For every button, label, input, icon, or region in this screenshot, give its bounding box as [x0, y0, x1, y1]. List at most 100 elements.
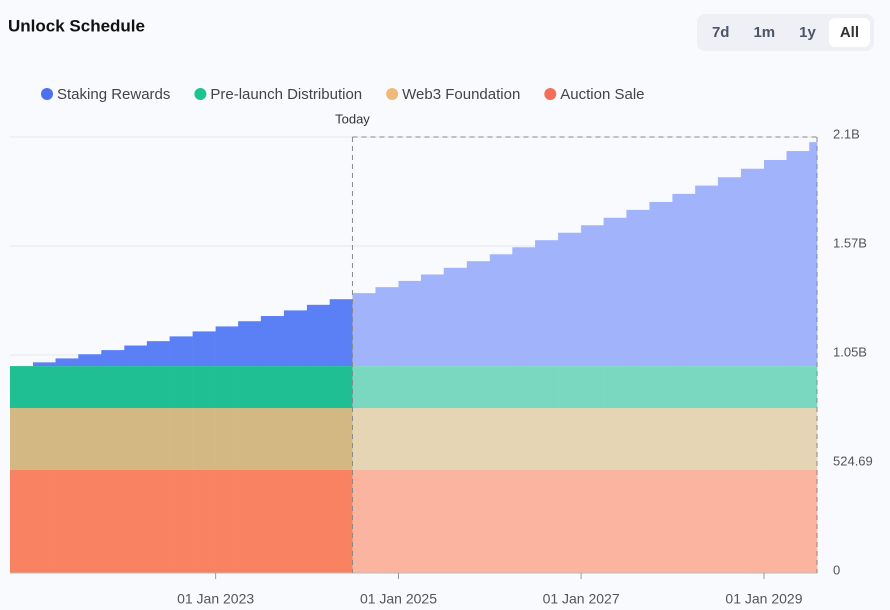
area-step — [10, 469, 34, 573]
area-step — [626, 209, 650, 367]
range-button[interactable]: 1y — [799, 24, 816, 41]
area-step — [786, 408, 810, 470]
area-step — [603, 217, 627, 367]
area-step — [603, 408, 627, 470]
area-step — [78, 366, 102, 409]
chart-title: Unlock Schedule — [8, 16, 145, 35]
x-tick-label: 01 Jan 2025 — [360, 591, 437, 607]
area-step — [398, 280, 422, 367]
area-step — [786, 366, 810, 409]
legend-marker — [386, 88, 399, 100]
area-step — [489, 469, 513, 573]
area-step — [535, 469, 559, 573]
legend-label: Staking Rewards — [57, 86, 170, 103]
area-step — [809, 142, 818, 367]
area-step — [717, 469, 742, 573]
area-step — [626, 366, 650, 409]
legend-label: Web3 Foundation — [402, 86, 520, 103]
area-step — [740, 408, 765, 470]
area-step — [238, 469, 262, 573]
area-step — [124, 366, 148, 409]
area-step — [192, 331, 216, 367]
legend-marker — [194, 88, 207, 100]
area-step — [649, 201, 673, 367]
area-step — [55, 469, 79, 573]
area-step — [329, 366, 353, 409]
area-step — [10, 408, 34, 470]
area-step — [283, 408, 308, 470]
area-step — [558, 469, 582, 573]
area-step — [535, 366, 559, 409]
legend-label: Pre-launch Distribution — [210, 86, 362, 103]
area-step — [649, 408, 673, 470]
area-step — [695, 408, 719, 470]
legend-marker — [41, 88, 53, 100]
range-button[interactable]: All — [828, 18, 870, 47]
area-step — [238, 366, 262, 409]
area-step — [672, 408, 696, 470]
area-step — [740, 168, 765, 367]
area-step — [352, 293, 376, 367]
area-step — [238, 321, 262, 367]
area-step — [535, 408, 559, 470]
y-tick-label: 2.1B — [833, 126, 860, 141]
area-step — [649, 469, 673, 573]
area-step — [33, 362, 56, 367]
area-step — [101, 350, 125, 367]
area-step — [260, 469, 285, 573]
area-step — [558, 408, 582, 470]
area-step — [763, 469, 787, 573]
area-step — [489, 254, 513, 367]
area-step — [215, 366, 239, 409]
y-tick-label: 1.57B — [833, 235, 867, 250]
area-step — [421, 469, 445, 573]
area-step — [192, 469, 216, 573]
area-step — [238, 408, 262, 470]
area-step — [398, 469, 422, 573]
area-step — [146, 341, 170, 367]
area-step — [695, 366, 719, 409]
area-step — [260, 316, 285, 367]
area-step — [146, 408, 170, 470]
area-step — [55, 366, 79, 409]
area-step — [55, 408, 79, 470]
area-step — [763, 366, 787, 409]
legend-marker — [544, 88, 557, 100]
area-step — [169, 336, 193, 367]
area-step — [124, 345, 148, 367]
x-tick-label: 01 Jan 2029 — [725, 591, 802, 607]
area-step — [329, 299, 353, 367]
y-tick-label: 1.05B — [833, 344, 867, 359]
area-step — [763, 160, 787, 367]
area-step — [809, 469, 818, 573]
area-step — [421, 408, 445, 470]
area-step — [581, 366, 604, 409]
area-step — [443, 408, 468, 470]
area-step — [375, 408, 399, 470]
area-step — [306, 469, 330, 573]
area-step — [466, 366, 491, 409]
area-step — [329, 469, 353, 573]
area-step — [352, 366, 376, 409]
area-step — [763, 408, 787, 470]
area-step — [169, 408, 193, 470]
range-button[interactable]: 7d — [711, 24, 730, 41]
area-step — [260, 366, 285, 409]
area-step — [352, 408, 376, 470]
area-step — [466, 408, 491, 470]
today-label: Today — [335, 111, 370, 126]
area-step — [512, 247, 536, 367]
area-step — [375, 469, 399, 573]
area-step — [603, 366, 627, 409]
area-step — [717, 366, 742, 409]
range-button[interactable]: 1m — [753, 24, 776, 41]
area-step — [421, 366, 445, 409]
legend-label: Auction Sale — [560, 86, 644, 103]
area-step — [398, 366, 422, 409]
area-step — [558, 366, 582, 409]
area-step — [581, 225, 604, 367]
area-step — [443, 469, 468, 573]
area-step — [672, 469, 696, 573]
area-step — [466, 469, 491, 573]
